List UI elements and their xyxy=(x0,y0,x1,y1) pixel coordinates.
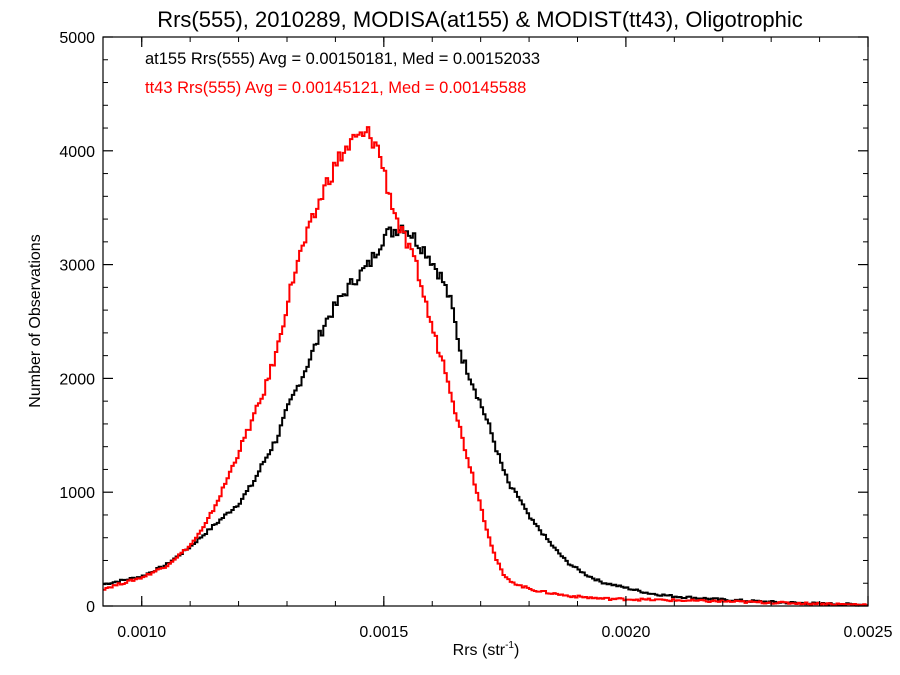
series-at155-histogram xyxy=(103,224,868,607)
y-tick-label: 5000 xyxy=(59,30,95,47)
legend-entry-tt43: tt43 Rrs(555) Avg = 0.00145121, Med = 0.… xyxy=(145,79,526,97)
x-tick-label: 0.0015 xyxy=(359,624,408,641)
y-tick-label: 0 xyxy=(86,599,95,616)
y-tick-label: 3000 xyxy=(59,258,95,275)
x-axis-label-superscript: -1 xyxy=(505,640,514,651)
x-tick-label: 0.0010 xyxy=(117,624,166,641)
x-tick-label: 0.0025 xyxy=(844,624,893,641)
chart-title: Rrs(555), 2010289, MODISA(at155) & MODIS… xyxy=(157,7,803,32)
y-tick-label: 4000 xyxy=(59,144,95,161)
legend-entry-at155: at155 Rrs(555) Avg = 0.00150181, Med = 0… xyxy=(145,50,540,68)
y-tick-label: 1000 xyxy=(59,485,95,502)
series-tt43-histogram xyxy=(103,126,868,607)
y-axis-label: Number of Observations xyxy=(27,234,44,407)
plot-frame xyxy=(102,36,869,607)
x-axis-label-close: ) xyxy=(514,642,519,659)
x-tick-label: 0.0020 xyxy=(601,624,650,641)
series-layer xyxy=(103,126,868,607)
y-tick-label: 2000 xyxy=(59,371,95,388)
tick-layer: 0.0010 0.0015 0.0020 0.0025 0 1000 2000 3000 400… xyxy=(59,30,892,641)
x-axis-label-main: Rrs (str xyxy=(453,642,506,659)
x-axis-label: Rrs (str-1) xyxy=(453,640,520,659)
